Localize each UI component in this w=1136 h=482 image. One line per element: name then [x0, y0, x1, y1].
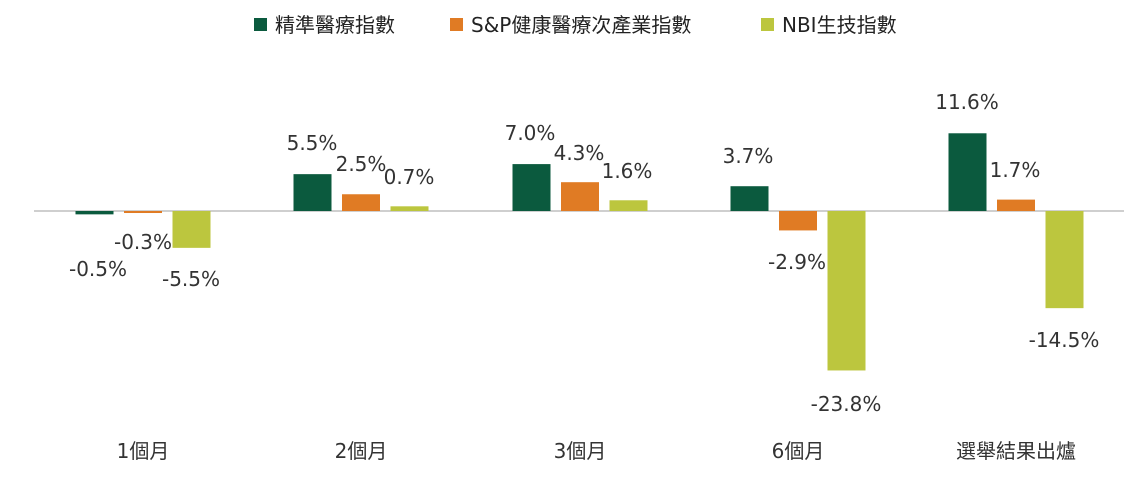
- data-label-3-series-2: 4.3%: [554, 141, 605, 165]
- data-label-5-series-1: 11.6%: [935, 90, 999, 114]
- bar-2-series-3: [390, 206, 429, 211]
- data-label-2-series-1: 5.5%: [287, 131, 338, 155]
- data-label-4-series-3: -23.8%: [811, 392, 882, 416]
- bar-3-series-2: [561, 182, 599, 211]
- bar-2-series-1: [293, 174, 332, 211]
- bar-2-series-2: [342, 194, 380, 211]
- data-label-1-series-3: -5.5%: [162, 267, 220, 291]
- data-label-1-series-1: -0.5%: [69, 257, 127, 281]
- legend-swatch-2: [450, 18, 463, 31]
- data-labels: -0.5% -0.3% -5.5% 5.5%2.5%0.7% 7.0%4.3%1.6% 3…: [69, 90, 1099, 416]
- bar-1-series-2: [124, 211, 162, 214]
- bar-5-series-2: [997, 199, 1035, 211]
- legend-label-2: S&P健康醫療次產業指數: [471, 13, 691, 37]
- legend-label-1: 精準醫療指數: [275, 13, 395, 37]
- legend: 精準醫療指數 S&P健康醫療次產業指數 NBI生技指數: [254, 13, 897, 37]
- bar-4-series-2: [779, 211, 817, 231]
- bar-3-series-3: [609, 200, 648, 211]
- legend-label-3: NBI生技指數: [782, 13, 897, 37]
- x-tick-label-4: 6個月: [772, 439, 825, 463]
- x-tick-label-5: 選舉結果出爐: [956, 439, 1076, 463]
- bar-1-series-1: [75, 211, 114, 215]
- bar-1-series-3: [172, 211, 211, 248]
- bar-4-series-1: [730, 186, 769, 211]
- bar-5-series-1: [948, 133, 987, 211]
- bar-5-series-3: [1045, 211, 1084, 309]
- x-tick-label-2: 2個月: [335, 439, 388, 463]
- data-label-4-series-2: -2.9%: [768, 250, 826, 274]
- data-label-2-series-2: 2.5%: [336, 152, 387, 176]
- data-label-4-series-1: 3.7%: [723, 144, 774, 168]
- x-tick-label-3: 3個月: [554, 439, 607, 463]
- data-label-5-series-2: 1.7%: [990, 158, 1041, 182]
- data-label-2-series-3: 0.7%: [384, 165, 435, 189]
- legend-swatch-1: [254, 18, 267, 31]
- data-label-1-series-2: -0.3%: [114, 230, 172, 254]
- x-axis-ticks: 1個月 2個月 3個月 6個月 選舉結果出爐: [117, 439, 1076, 463]
- data-label-5-series-3: -14.5%: [1029, 328, 1100, 352]
- bar-3-series-1: [512, 164, 551, 211]
- data-label-3-series-3: 1.6%: [602, 159, 653, 183]
- bar-4-series-3: [827, 211, 866, 371]
- x-tick-label-1: 1個月: [117, 439, 170, 463]
- bars: [75, 133, 1084, 371]
- legend-swatch-3: [761, 18, 774, 31]
- data-label-3-series-1: 7.0%: [505, 121, 556, 145]
